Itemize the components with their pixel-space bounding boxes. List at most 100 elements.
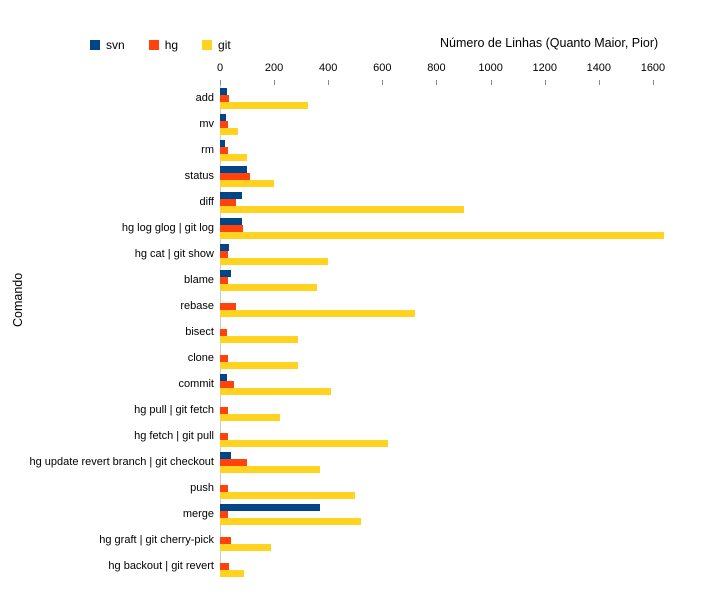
bar-hg [220, 95, 229, 102]
category-label: hg fetch | git pull [24, 430, 214, 442]
category-group: diff [220, 189, 680, 215]
bar-hg [220, 277, 228, 284]
bar-svn [220, 114, 226, 121]
bar-hg [220, 433, 228, 440]
bar-hg [220, 251, 228, 258]
bar-hg [220, 173, 250, 180]
bar-svn [220, 270, 231, 277]
bar-svn [220, 244, 229, 251]
bar-hg [220, 121, 228, 128]
category-group: blame [220, 267, 680, 293]
bar-git [220, 388, 331, 395]
bar-git [220, 492, 355, 499]
bar-hg [220, 459, 247, 466]
category-group: add [220, 85, 680, 111]
x-tick-label: 1600 [641, 62, 665, 74]
bar-hg [220, 329, 227, 336]
bar-svn [220, 88, 227, 95]
bar-hg [220, 225, 243, 232]
x-tick-label: 600 [373, 62, 391, 74]
category-label: mv [24, 118, 214, 130]
bar-hg [220, 355, 228, 362]
bar-hg [220, 537, 231, 544]
bar-git [220, 544, 271, 551]
bar-git [220, 466, 320, 473]
x-axis: 02004006008001000120014001600 [220, 62, 680, 82]
x-tick-label: 0 [217, 62, 223, 74]
category-label: push [24, 482, 214, 494]
x-tick-label: 1400 [587, 62, 611, 74]
bar-hg [220, 303, 236, 310]
category-label: rm [24, 144, 214, 156]
x-tick-label: 200 [265, 62, 283, 74]
category-label: merge [24, 508, 214, 520]
bar-git [220, 570, 244, 577]
bar-hg [220, 381, 234, 388]
category-label: diff [24, 196, 214, 208]
bar-git [220, 232, 664, 239]
legend-swatch-hg [149, 40, 159, 50]
category-group: rebase [220, 293, 680, 319]
bar-git [220, 258, 328, 265]
bar-svn [220, 140, 225, 147]
chart-container: svn hg git Número de Linhas (Quanto Maior,… [20, 20, 695, 582]
category-label: blame [24, 274, 214, 286]
bar-git [220, 336, 298, 343]
category-group: rm [220, 137, 680, 163]
category-group: mv [220, 111, 680, 137]
category-label: clone [24, 352, 214, 364]
category-group: merge [220, 501, 680, 527]
category-group: commit [220, 371, 680, 397]
bar-hg [220, 147, 228, 154]
x-tick-label: 1000 [478, 62, 502, 74]
category-group: push [220, 475, 680, 501]
plot-area: addmvrmstatusdiffhg log glog | git loghg… [220, 85, 680, 577]
bar-hg [220, 485, 228, 492]
category-group: status [220, 163, 680, 189]
category-label: hg pull | git fetch [24, 404, 214, 416]
bar-git [220, 362, 298, 369]
category-group: hg update revert branch | git checkout [220, 449, 680, 475]
bar-hg [220, 563, 229, 570]
x-tick-label: 400 [319, 62, 337, 74]
category-group: hg graft | git cherry-pick [220, 527, 680, 553]
legend-label-svn: svn [106, 38, 125, 52]
x-axis-title: Número de Linhas (Quanto Maior, Pior) [440, 36, 658, 50]
bar-git [220, 154, 247, 161]
bar-git [220, 206, 464, 213]
bar-git [220, 128, 238, 135]
bar-svn [220, 374, 227, 381]
bar-svn [220, 192, 242, 199]
legend-swatch-git [202, 40, 212, 50]
category-label: hg update revert branch | git checkout [24, 456, 214, 468]
y-axis-title: Comando [11, 273, 25, 327]
bar-hg [220, 407, 228, 414]
category-label: bisect [24, 326, 214, 338]
category-label: commit [24, 378, 214, 390]
category-label: status [24, 170, 214, 182]
bar-git [220, 440, 388, 447]
legend-item-hg: hg [149, 38, 178, 52]
category-group: hg cat | git show [220, 241, 680, 267]
legend-label-hg: hg [165, 38, 178, 52]
category-group: bisect [220, 319, 680, 345]
bar-hg [220, 199, 236, 206]
category-label: add [24, 92, 214, 104]
legend-label-git: git [218, 38, 231, 52]
category-label: rebase [24, 300, 214, 312]
x-tick-label: 800 [427, 62, 445, 74]
legend-item-svn: svn [90, 38, 125, 52]
bar-git [220, 310, 415, 317]
category-label: hg graft | git cherry-pick [24, 534, 214, 546]
legend-swatch-svn [90, 40, 100, 50]
bar-svn [220, 218, 242, 225]
bar-git [220, 414, 280, 421]
bar-git [220, 284, 317, 291]
bar-git [220, 518, 361, 525]
bar-git [220, 180, 274, 187]
bar-svn [220, 166, 247, 173]
bar-git [220, 102, 308, 109]
category-group: hg log glog | git log [220, 215, 680, 241]
bar-svn [220, 452, 231, 459]
category-group: hg backout | git revert [220, 553, 680, 579]
